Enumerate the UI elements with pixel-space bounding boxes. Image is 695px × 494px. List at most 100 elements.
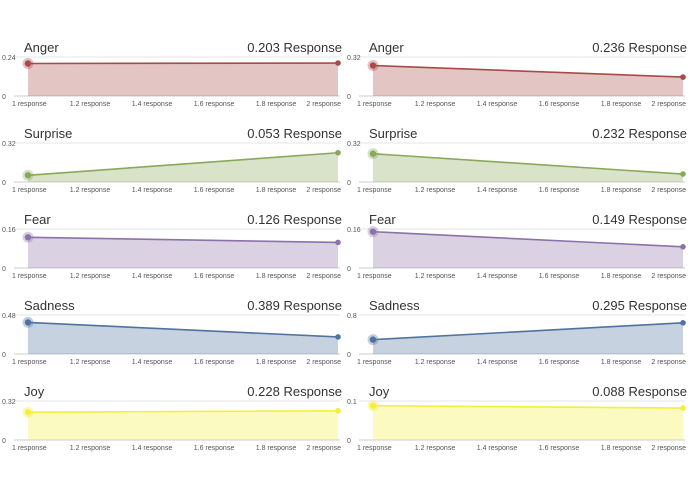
chart-value-unit: Response <box>283 298 342 313</box>
x-tick-label: 1.4 response <box>477 445 518 452</box>
data-point <box>24 172 32 179</box>
chart-panel-joy: Joy 0.088 Response 0 0.1 1 response 1.2 respo… <box>345 384 687 464</box>
y-tick-label: 0.32 <box>347 55 361 62</box>
data-point <box>24 60 32 67</box>
x-tick-label: 1.6 response <box>194 359 235 366</box>
series-area <box>373 153 683 182</box>
y-tick-label: 0.24 <box>2 55 16 62</box>
x-tick-label: 1.6 response <box>539 273 580 280</box>
x-tick-label: 1 response <box>357 187 392 194</box>
series-area <box>28 152 338 182</box>
data-point <box>335 407 341 414</box>
chart-value-unit: Response <box>628 384 687 399</box>
x-tick-label: 2 response <box>651 273 686 280</box>
x-tick-label: 1.2 response <box>70 273 111 280</box>
chart-title: Fear <box>24 212 51 227</box>
series-line <box>27 236 339 244</box>
series-line <box>27 409 339 414</box>
x-tick-label: 1.8 response <box>256 359 297 366</box>
chart-title: Sadness <box>24 298 75 313</box>
x-tick-label: 1.8 response <box>256 273 297 280</box>
data-point <box>335 60 341 66</box>
data-point <box>24 234 32 241</box>
data-point <box>24 409 32 416</box>
x-tick-label: 1.4 response <box>132 101 173 108</box>
y-tick-label: 0 <box>347 94 351 101</box>
data-point <box>335 239 341 246</box>
x-tick-label: 1.8 response <box>256 445 297 452</box>
x-tick-label: 1.2 response <box>415 187 456 194</box>
y-tick-label: 0 <box>347 266 351 273</box>
y-tick-label: 0.32 <box>2 399 16 406</box>
data-point <box>24 319 32 326</box>
series-line <box>27 151 339 177</box>
chart-value-number: 0.088 <box>592 384 625 399</box>
x-tick-label: 1.2 response <box>70 359 111 366</box>
chart-panel-fear: Fear 0.149 Response 0 0.16 1 response 1.2 res… <box>345 212 687 292</box>
chart-value: 0.088 Response <box>592 384 687 400</box>
chart-panel-surprise: Surprise 0.053 Response 0 0.32 1 response 1.2… <box>0 126 342 206</box>
chart-panel-anger: Anger 0.203 Response 0 0.24 1 response 1.2 re… <box>0 40 342 120</box>
x-tick-label: 1.4 response <box>477 273 518 280</box>
chart-panel-surprise: Surprise 0.232 Response 0 0.32 1 response 1.2… <box>345 126 687 206</box>
x-tick-label: 1.6 response <box>194 187 235 194</box>
chart-value-number: 0.126 <box>247 212 280 227</box>
chart-value-number: 0.149 <box>592 212 625 227</box>
chart-plot: 0 0.48 1 response 1.2 response 1.4 response 1… <box>2 313 341 366</box>
x-tick-label: 1.4 response <box>132 359 173 366</box>
chart-value: 0.389 Response <box>247 298 342 314</box>
series-area <box>373 65 683 96</box>
chart-value-unit: Response <box>283 384 342 399</box>
series-line <box>372 404 684 409</box>
x-tick-label: 1 response <box>12 273 47 280</box>
chart-value: 0.053 Response <box>247 126 342 142</box>
x-tick-label: 1.6 response <box>539 101 580 108</box>
chart-title: Anger <box>24 40 59 55</box>
y-tick-label: 0.8 <box>347 313 357 320</box>
chart-value-number: 0.203 <box>247 40 280 55</box>
data-point <box>369 150 377 157</box>
x-tick-label: 1.4 response <box>477 187 518 194</box>
y-tick-label: 0.48 <box>2 313 16 320</box>
chart-value-unit: Response <box>283 212 342 227</box>
y-tick-label: 0 <box>2 266 6 273</box>
chart-value-number: 0.232 <box>592 126 625 141</box>
x-tick-label: 1 response <box>357 273 392 280</box>
x-tick-label: 1.4 response <box>132 273 173 280</box>
x-tick-label: 1.8 response <box>256 187 297 194</box>
x-tick-label: 2 response <box>306 445 341 452</box>
chart-title: Surprise <box>24 126 73 141</box>
y-tick-label: 0 <box>2 438 6 445</box>
chart-value: 0.149 Response <box>592 212 687 228</box>
data-point <box>680 320 686 326</box>
x-tick-label: 2 response <box>651 445 686 452</box>
y-tick-label: 0 <box>347 352 351 359</box>
x-tick-label: 1.2 response <box>415 359 456 366</box>
y-tick-label: 0.1 <box>347 399 357 406</box>
chart-value-number: 0.236 <box>592 40 625 55</box>
chart-panel-joy: Joy 0.228 Response 0 0.32 1 response 1.2 resp… <box>0 384 342 464</box>
x-tick-label: 1.2 response <box>70 101 111 108</box>
chart-plot: 0 0.16 1 response 1.2 response 1.4 response 1… <box>347 226 686 280</box>
chart-plot: 0 0.8 1 response 1.2 response 1.4 response 1.… <box>347 313 686 366</box>
chart-value-number: 0.228 <box>247 384 280 399</box>
series-line <box>27 321 339 338</box>
y-tick-label: 0 <box>2 180 6 187</box>
x-tick-label: 2 response <box>651 359 686 366</box>
chart-title: Joy <box>369 384 390 399</box>
chart-panel-fear: Fear 0.126 Response 0 0.16 1 response 1.2 res… <box>0 212 342 292</box>
x-tick-label: 1.2 response <box>415 445 456 452</box>
series-area <box>373 405 683 440</box>
chart-value-unit: Response <box>628 126 687 141</box>
y-tick-label: 0 <box>2 352 6 359</box>
chart-plot: 0 0.32 1 response 1.2 response 1.4 response 1… <box>347 141 686 194</box>
chart-title: Anger <box>369 40 404 55</box>
x-tick-label: 1.8 response <box>601 359 642 366</box>
x-tick-label: 1.4 response <box>132 445 173 452</box>
series-area <box>373 231 683 268</box>
y-tick-label: 0 <box>347 180 351 187</box>
chart-value: 0.126 Response <box>247 212 342 228</box>
chart-plot: 0 0.16 1 response 1.2 response 1.4 response 1… <box>2 227 341 280</box>
chart-title: Sadness <box>369 298 420 313</box>
chart-value-unit: Response <box>628 212 687 227</box>
